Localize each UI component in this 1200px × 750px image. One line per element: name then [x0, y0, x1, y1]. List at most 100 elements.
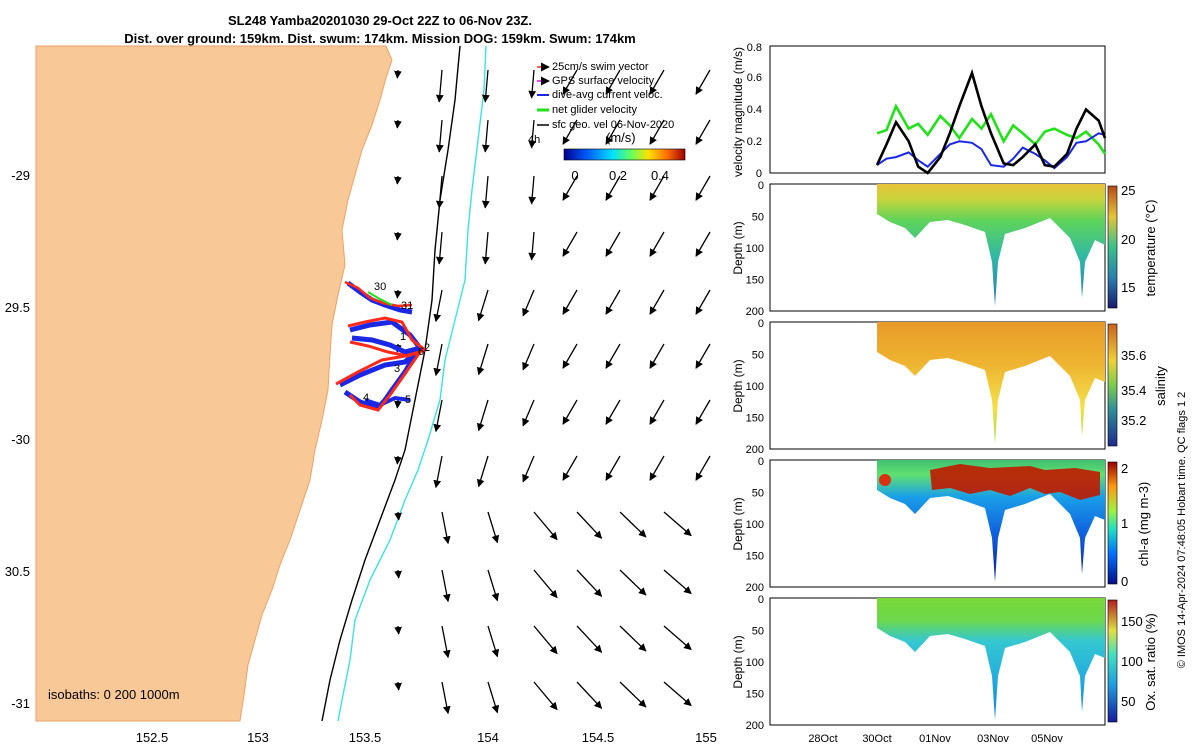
arrow-icon: [435, 175, 444, 209]
arrow-icon: [605, 119, 621, 145]
arrow-icon: [522, 455, 535, 483]
arrow-icon: [481, 175, 490, 209]
temperature-panel: Depth (m) 25 20 15 temperature (°C): [731, 183, 1158, 312]
colorbar-tick: 35.6: [1121, 348, 1146, 363]
arrow-icon: [605, 289, 621, 315]
day-labels: 30 31 1 2 3 4 5 6: [363, 281, 430, 406]
colorbar-tick: 0: [571, 168, 578, 183]
arrow-icon: [605, 69, 621, 95]
y-tick: 0.2: [747, 136, 762, 148]
y-tick: 0: [756, 168, 762, 180]
lon-tick: 153.5: [349, 730, 382, 745]
depth-tick: 150: [746, 413, 764, 425]
arrow-icon: [649, 455, 665, 481]
arrow-icon: [394, 69, 402, 79]
arrow-icon: [649, 289, 665, 315]
arrow-icon: [394, 231, 402, 241]
arrow-icon: [481, 119, 490, 153]
track-blue-segment: [364, 395, 411, 408]
chla-panel: Depth (m) 2 1 0 chl-a (mg m-3): [731, 459, 1151, 589]
oxygen-field: [877, 598, 1105, 720]
depth-tick: 200: [746, 444, 764, 456]
colorbar-tick: 100: [1121, 654, 1143, 669]
arrow-icon: [522, 289, 535, 317]
temperature-colorbar: [1107, 185, 1118, 309]
legend-label: 25cm/s swim vector: [552, 61, 649, 73]
arrow-icon: [576, 625, 603, 653]
arrow-icon: [649, 175, 665, 201]
arrow-icon: [433, 455, 443, 489]
y-axis-label: Depth (m): [731, 221, 745, 274]
time-tick: 28Oct: [808, 733, 837, 745]
arrow-icon: [487, 625, 500, 658]
arrow-icon: [394, 175, 402, 185]
colorbar-label: chl-a (mg m-3): [1136, 482, 1151, 567]
day-label: 3: [394, 363, 400, 375]
arrow-icon: [394, 455, 402, 465]
arrow-icon: [522, 343, 535, 371]
lon-tick: 155: [695, 730, 717, 745]
track-red-segment: [335, 349, 424, 412]
track-red-segment: [347, 316, 429, 358]
arrow-icon: [533, 569, 558, 599]
arrow-icon: [663, 625, 692, 651]
side-label: 4h: [528, 134, 540, 146]
arrow-icon: [441, 511, 451, 545]
y-tick: 0.4: [747, 104, 762, 116]
arrow-icon: [619, 625, 647, 652]
arrow-icon: [394, 625, 402, 635]
land: [35, 45, 393, 722]
arrow-icon: [649, 119, 665, 145]
legend-label: dive-avg current veloc.: [552, 89, 663, 101]
colorbar-label: temperature (°C): [1143, 200, 1158, 297]
salinity-field: [877, 322, 1105, 444]
colorbar-tick: 0: [1121, 574, 1128, 589]
arrow-icon: [605, 231, 621, 257]
colorbar-title: (m/s): [606, 130, 636, 145]
track-red-segment: [344, 280, 413, 308]
colorbar-tick: 150: [1121, 614, 1143, 629]
temperature-field: [877, 184, 1105, 306]
colorbar-tick: 15: [1121, 280, 1135, 295]
colorbar-tick: 35.2: [1121, 413, 1146, 428]
arrow-icon: [476, 455, 489, 488]
track-green-segment: [367, 291, 393, 306]
arrow-icon: [605, 343, 621, 369]
arrow-icon: [533, 681, 558, 711]
arrow-icon: [663, 511, 692, 537]
arrow-icon: [476, 399, 489, 432]
arrow-icon: [663, 569, 692, 595]
day-label: 2: [424, 342, 430, 354]
velocity-line-black: [875, 68, 1107, 175]
depth-tick: 100: [746, 519, 764, 531]
chla-colorbar: [1107, 461, 1118, 585]
arrow-icon: [441, 681, 451, 715]
chart-subtitle: Dist. over ground: 159km. Dist. swum: 17…: [124, 31, 636, 46]
depth-tick: 100: [746, 657, 764, 669]
arrow-icon: [649, 399, 665, 425]
time-tick: 01Nov: [919, 733, 951, 745]
speed-colorbar: [563, 148, 686, 161]
isobaths-label: isobaths: 0 200 1000m: [48, 687, 180, 702]
arrow-icon: [433, 289, 443, 323]
arrow-icon: [435, 231, 444, 265]
arrow-icon: [487, 511, 500, 544]
arrow-icon: [649, 231, 665, 257]
arrow-icon: [695, 231, 711, 257]
arrow-icon: [433, 343, 443, 377]
velocity-series: [875, 68, 1107, 175]
arrow-icon: [487, 569, 500, 602]
colorbar-tick: 0.4: [651, 168, 669, 183]
arrow-icon: [695, 399, 711, 425]
depth-tick: 200: [746, 582, 764, 594]
arrow-icon: [476, 289, 489, 322]
arrow-icon: [562, 399, 578, 425]
arrow-icon: [605, 399, 621, 425]
depth-ticks: 0501001502000501001502000501001502000501…: [746, 180, 764, 732]
chart-title: SL248 Yamba20201030 29-Oct 22Z to 06-Nov…: [228, 13, 532, 28]
arrow-icon: [528, 119, 537, 149]
colorbar-tick: 25: [1121, 183, 1135, 198]
depth-tick: 50: [752, 350, 764, 362]
arrow-icon: [562, 175, 578, 201]
